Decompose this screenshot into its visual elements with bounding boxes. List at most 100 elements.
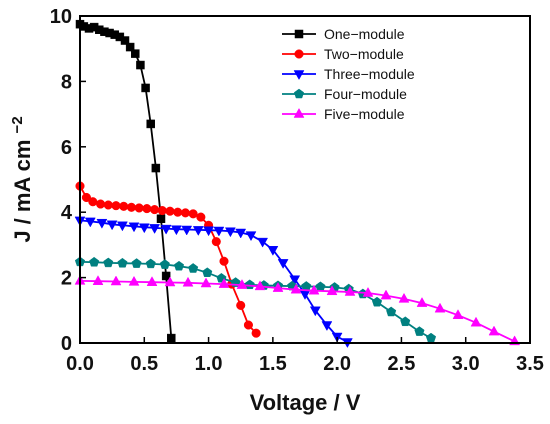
data-point xyxy=(290,283,302,294)
x-tick-label: 1.0 xyxy=(195,353,223,375)
data-point xyxy=(88,197,98,207)
data-point xyxy=(145,258,156,269)
data-point xyxy=(126,202,136,212)
data-point xyxy=(119,201,129,211)
plot-frame xyxy=(79,15,531,344)
legend-item: Two−module xyxy=(282,46,404,62)
legend-marker xyxy=(294,49,304,59)
data-point xyxy=(434,302,446,313)
data-point xyxy=(416,297,428,307)
data-point xyxy=(235,228,247,239)
data-point xyxy=(362,286,374,297)
data-point xyxy=(202,267,213,277)
x-tick-label: 2.0 xyxy=(323,353,351,375)
data-point xyxy=(142,204,152,214)
legend-marker xyxy=(294,29,304,39)
data-point xyxy=(161,271,171,281)
data-point xyxy=(196,212,206,222)
data-point xyxy=(84,217,96,228)
legend-marker xyxy=(293,88,305,99)
data-point xyxy=(117,257,128,268)
data-point xyxy=(219,256,229,266)
data-point xyxy=(380,289,392,300)
data-point xyxy=(136,60,145,70)
data-point xyxy=(173,207,183,217)
data-point xyxy=(157,206,167,216)
x-tick-label: 3.0 xyxy=(452,353,480,375)
y-tick-label: 0 xyxy=(61,333,72,355)
data-point xyxy=(150,205,160,215)
data-point xyxy=(488,325,500,336)
data-point xyxy=(188,263,199,273)
data-point xyxy=(315,281,326,292)
data-point xyxy=(167,333,176,343)
data-point xyxy=(308,284,320,295)
data-point xyxy=(344,285,356,296)
plot-area xyxy=(74,19,521,349)
data-point xyxy=(149,224,161,234)
series-1 xyxy=(75,19,176,343)
legend-item: Four−module xyxy=(282,86,407,102)
x-tick-label: 0.5 xyxy=(130,353,158,375)
data-point xyxy=(164,276,176,287)
legend-item: One−module xyxy=(282,26,405,42)
data-point xyxy=(151,163,161,173)
data-point xyxy=(309,306,321,317)
legend-label: Four−module xyxy=(324,86,407,102)
y-axis-title-main: J / mA cm xyxy=(10,140,35,243)
data-point xyxy=(400,316,411,327)
legend-marker xyxy=(293,70,305,81)
data-point xyxy=(156,214,166,223)
y-tick-label: 2 xyxy=(61,268,72,290)
data-point xyxy=(200,277,212,288)
data-point xyxy=(89,256,100,267)
data-point xyxy=(96,199,106,209)
legend-label: One−module xyxy=(324,26,405,42)
data-point xyxy=(326,285,338,296)
data-point xyxy=(213,226,225,237)
data-point xyxy=(452,309,464,319)
data-point xyxy=(414,326,425,336)
data-point xyxy=(218,278,230,288)
legend-label: Five−module xyxy=(324,106,405,122)
data-point xyxy=(92,275,104,285)
data-point xyxy=(131,258,142,268)
data-point xyxy=(146,119,155,129)
data-point xyxy=(128,275,140,286)
data-point xyxy=(398,292,410,303)
series-2 xyxy=(75,181,261,338)
data-point xyxy=(301,281,312,291)
legend-item: Three−module xyxy=(282,66,415,82)
data-point xyxy=(128,222,140,233)
data-point xyxy=(425,332,437,343)
data-point xyxy=(254,280,266,291)
data-point xyxy=(180,208,190,218)
data-point xyxy=(103,200,113,210)
y-axis-title-superscript: −2 xyxy=(9,116,26,133)
legend-marker xyxy=(293,107,305,118)
data-point xyxy=(203,226,215,237)
data-point xyxy=(134,203,144,213)
data-point xyxy=(236,279,248,289)
data-point xyxy=(236,300,246,310)
data-point xyxy=(192,226,204,236)
y-tick-label: 4 xyxy=(61,202,73,224)
data-point xyxy=(289,275,301,286)
data-point xyxy=(245,231,257,242)
data-point xyxy=(125,42,135,52)
data-point xyxy=(251,328,261,338)
data-point xyxy=(138,223,150,234)
data-point xyxy=(111,201,121,211)
legend: One−module Two−module Three−module Four−mod… xyxy=(282,26,415,122)
series-3 xyxy=(74,216,353,349)
data-point xyxy=(131,49,140,58)
data-point xyxy=(182,276,194,287)
data-point xyxy=(81,192,91,203)
data-point xyxy=(386,306,397,317)
legend-item: Five−module xyxy=(282,106,405,122)
x-tick-label: 3.5 xyxy=(516,353,544,375)
data-point xyxy=(96,218,108,229)
data-point xyxy=(243,320,253,330)
data-point xyxy=(173,260,185,271)
